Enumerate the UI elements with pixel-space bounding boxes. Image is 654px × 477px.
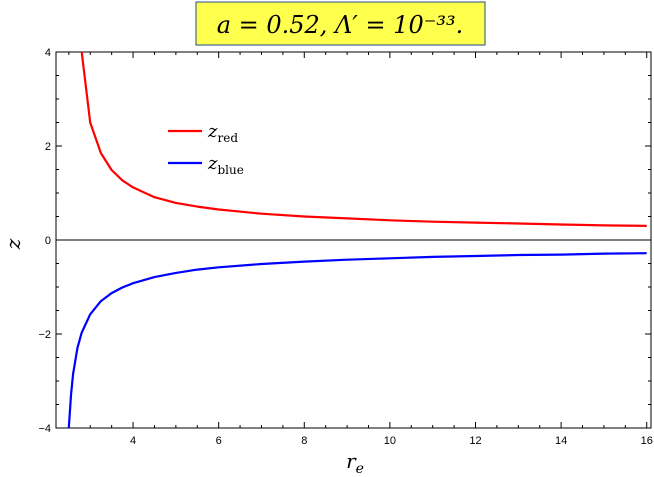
x-tick-label: 4 bbox=[130, 435, 136, 447]
chart-title: a = 0.52, Λ′ = 10⁻³³. bbox=[195, 1, 486, 46]
title-text: a = 0.52, Λ′ = 10⁻³³. bbox=[217, 11, 464, 39]
x-tick-label: 16 bbox=[641, 435, 653, 447]
y-axis-label: z bbox=[1, 238, 25, 250]
y-tick-label: −4 bbox=[38, 423, 51, 435]
y-tick-label: 4 bbox=[45, 47, 51, 59]
title-box bbox=[195, 1, 486, 46]
x-tick-label: 6 bbox=[216, 435, 222, 447]
legend-label: zblue bbox=[207, 153, 244, 177]
series-layer bbox=[67, 51, 647, 429]
x-axis-label: re bbox=[346, 449, 364, 477]
x-tick-label: 14 bbox=[555, 435, 567, 447]
y-tick-label: 0 bbox=[45, 235, 51, 247]
y-axis: 4 2 0 −2 −4 bbox=[38, 47, 651, 435]
legend-label: zred bbox=[207, 121, 238, 145]
series-line-z_blue bbox=[67, 252, 647, 429]
y-tick-label: −2 bbox=[38, 329, 51, 341]
series-line-z_red bbox=[80, 51, 647, 227]
x-tick-label: 10 bbox=[384, 435, 396, 447]
x-tick-label: 12 bbox=[469, 435, 481, 447]
x-axis: 4 6 8 10 12 14 16 bbox=[68, 52, 653, 447]
x-tick-label: 8 bbox=[301, 435, 307, 447]
y-tick-label: 2 bbox=[45, 141, 51, 153]
legend: zred zblue bbox=[168, 121, 244, 177]
